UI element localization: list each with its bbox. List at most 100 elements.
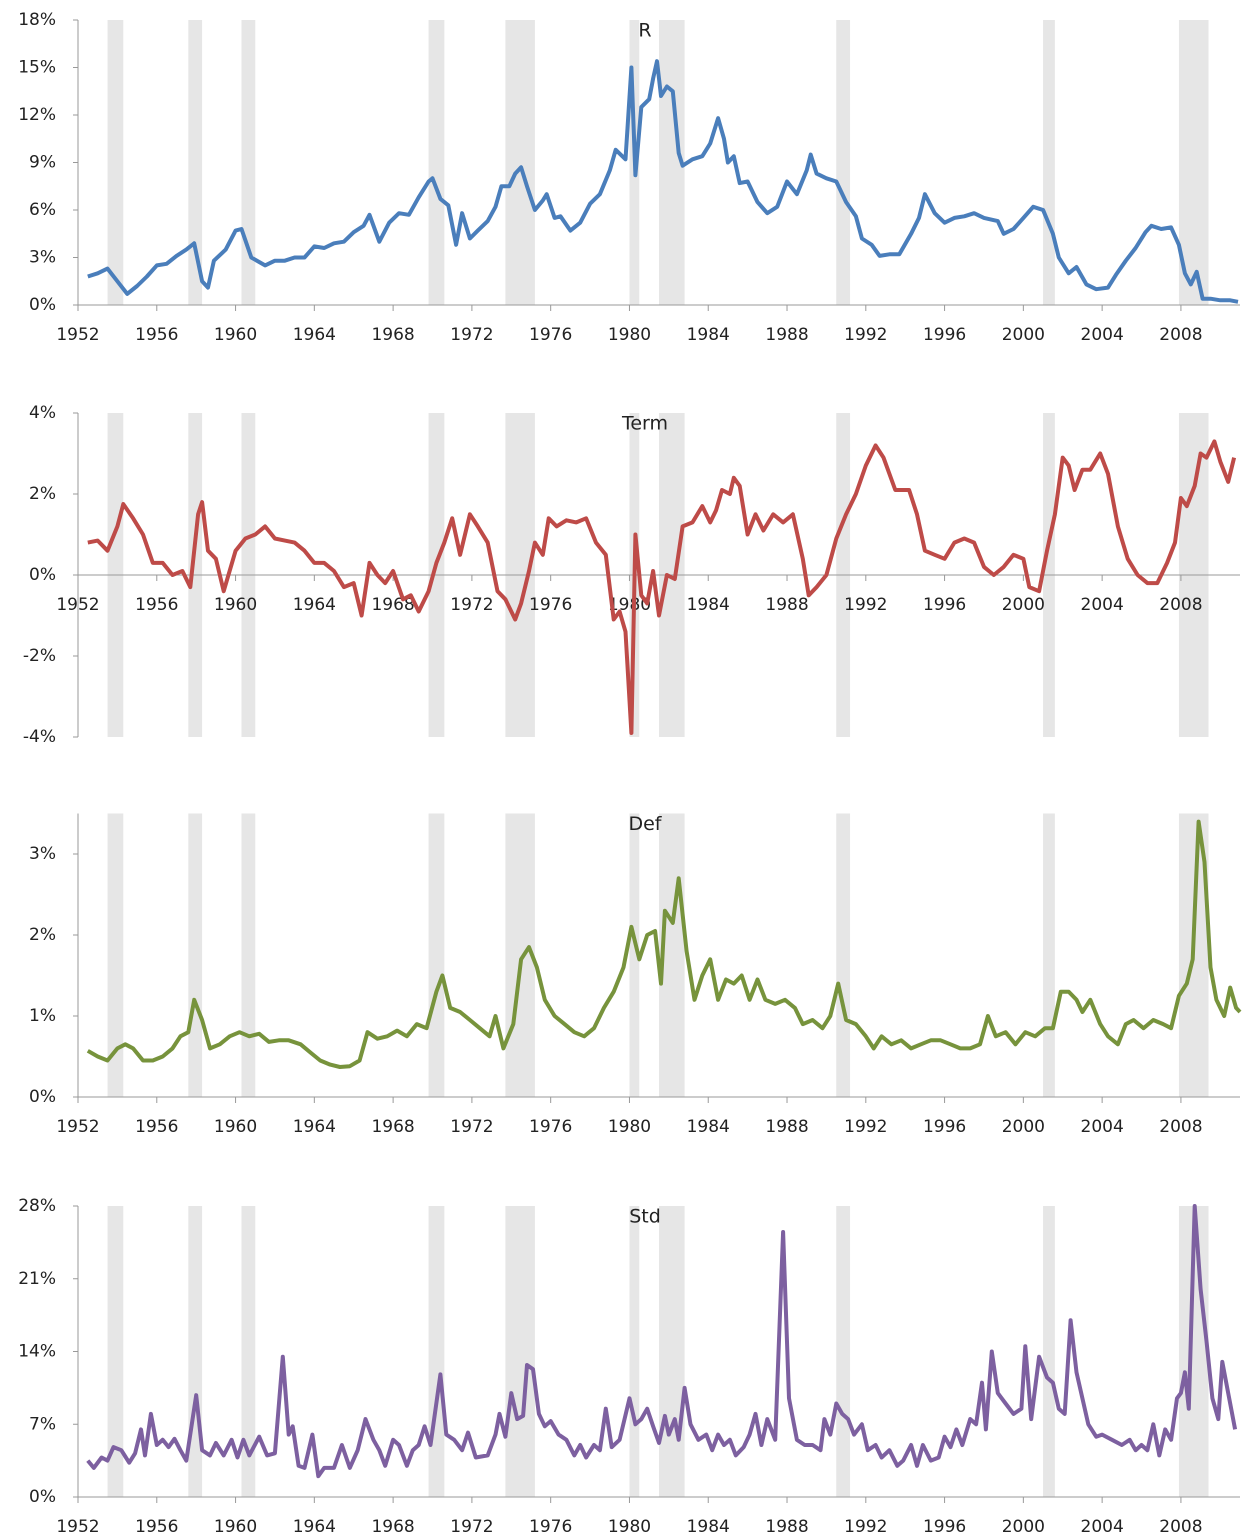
x-tick-label: 1984 [687,1517,730,1537]
x-tick-label: 1972 [450,325,493,345]
recession-band [428,813,445,1097]
x-tick-label: 2000 [1002,1117,1045,1137]
panel-title: R [638,20,651,42]
x-tick-label: 1968 [371,1117,414,1137]
y-tick-label: 0% [29,1087,56,1107]
x-tick-label: 2000 [1002,325,1045,345]
x-tick-label: 1988 [765,1117,808,1137]
x-tick-label: 1996 [923,325,966,345]
x-tick-label: 1972 [450,1117,493,1137]
recession-band [107,20,124,305]
x-tick-label: 2008 [1159,1117,1202,1137]
x-tick-label: 1972 [450,1517,493,1537]
x-tick-label: 1984 [687,595,730,615]
x-tick-label: 1956 [135,1117,178,1137]
x-tick-label: 2004 [1081,1517,1124,1537]
x-tick-label: 1964 [293,1517,336,1537]
y-tick-label: 2% [29,925,56,945]
x-tick-label: 1968 [371,1517,414,1537]
recession-band [107,1206,124,1497]
recession-band [188,1206,203,1497]
x-tick-label: 1984 [687,1117,730,1137]
y-tick-label: -4% [23,727,56,747]
x-tick-label: 2004 [1081,1117,1124,1137]
x-tick-label: 2000 [1002,595,1045,615]
x-tick-label: 1964 [293,595,336,615]
recession-band [241,813,256,1097]
x-tick-label: 2004 [1081,595,1124,615]
x-tick-label: 1960 [214,1117,257,1137]
y-tick-label: 3% [29,248,56,268]
y-tick-label: 9% [29,153,56,173]
recession-band [188,813,203,1097]
x-tick-label: 1992 [844,595,887,615]
recession-band [428,20,445,305]
recession-band [836,20,851,305]
y-tick-label: 0% [29,565,56,585]
panel-title: Term [621,413,668,435]
recession-band [629,1206,640,1497]
x-tick-label: 1992 [844,1517,887,1537]
x-tick-label: 2004 [1081,325,1124,345]
y-tick-label: 0% [29,295,56,315]
x-tick-label: 1952 [56,595,99,615]
recession-band [505,813,535,1097]
x-tick-label: 2008 [1159,595,1202,615]
series-line [87,439,1237,735]
x-tick-label: 1952 [56,1117,99,1137]
panel: 0% 1% 2% 3% 1952 1956 1960 1964 1968 1972 1976 1980… [29,813,1242,1137]
x-tick-label: 1988 [765,595,808,615]
x-tick-label: 1976 [529,1117,572,1137]
y-tick-label: 2% [29,484,56,504]
panel-title: Def [628,813,662,835]
x-tick-label: 1976 [529,595,572,615]
recession-band [836,1206,851,1497]
y-tick-label: 7% [29,1414,56,1434]
x-tick-label: 1980 [608,1517,651,1537]
y-tick-label: 4% [29,403,56,423]
y-tick-label: 12% [18,105,56,125]
x-tick-label: 1964 [293,1117,336,1137]
x-tick-label: 1956 [135,1517,178,1537]
x-tick-label: 1980 [608,325,651,345]
x-tick-label: 1956 [135,595,178,615]
series-line [86,819,1242,1069]
y-tick-label: 0% [29,1487,56,1507]
x-tick-label: 1980 [608,1117,651,1137]
recession-band [659,1206,685,1497]
recession-band [188,20,203,305]
x-tick-label: 1976 [529,325,572,345]
x-tick-label: 1996 [923,1117,966,1137]
recession-band [241,1206,256,1497]
panel-title: Std [629,1206,661,1228]
y-tick-label: 28% [18,1196,56,1216]
recession-band [1043,1206,1055,1497]
recession-band [505,1206,535,1497]
y-tick-label: 6% [29,200,56,220]
x-tick-label: 1996 [923,1517,966,1537]
x-tick-label: 2000 [1002,1517,1045,1537]
panel: -4%-2%0%2%4%1952 1956 1960 1964 1968 1972 1976… [23,403,1240,747]
x-tick-label: 1992 [844,1117,887,1137]
x-tick-label: 1968 [371,325,414,345]
recession-band [107,813,124,1097]
x-tick-label: 1964 [293,325,336,345]
x-tick-label: 2008 [1159,1517,1202,1537]
recession-band [629,813,640,1097]
y-tick-label: 18% [18,10,56,30]
x-tick-label: 1952 [56,325,99,345]
y-tick-label: 1% [29,1006,56,1026]
x-tick-label: 2008 [1159,325,1202,345]
recession-band [505,20,535,305]
y-tick-label: 14% [18,1342,56,1362]
x-tick-label: 1976 [529,1517,572,1537]
y-tick-label: -2% [23,646,56,666]
x-tick-label: 1956 [135,325,178,345]
x-tick-label: 1992 [844,325,887,345]
recession-band [428,1206,445,1497]
recession-band [241,20,256,305]
panel: 0% 7% 14% 21% 28% 1952 1956 1960 1964 1968 1972 197… [18,1196,1240,1537]
x-tick-label: 1952 [56,1517,99,1537]
